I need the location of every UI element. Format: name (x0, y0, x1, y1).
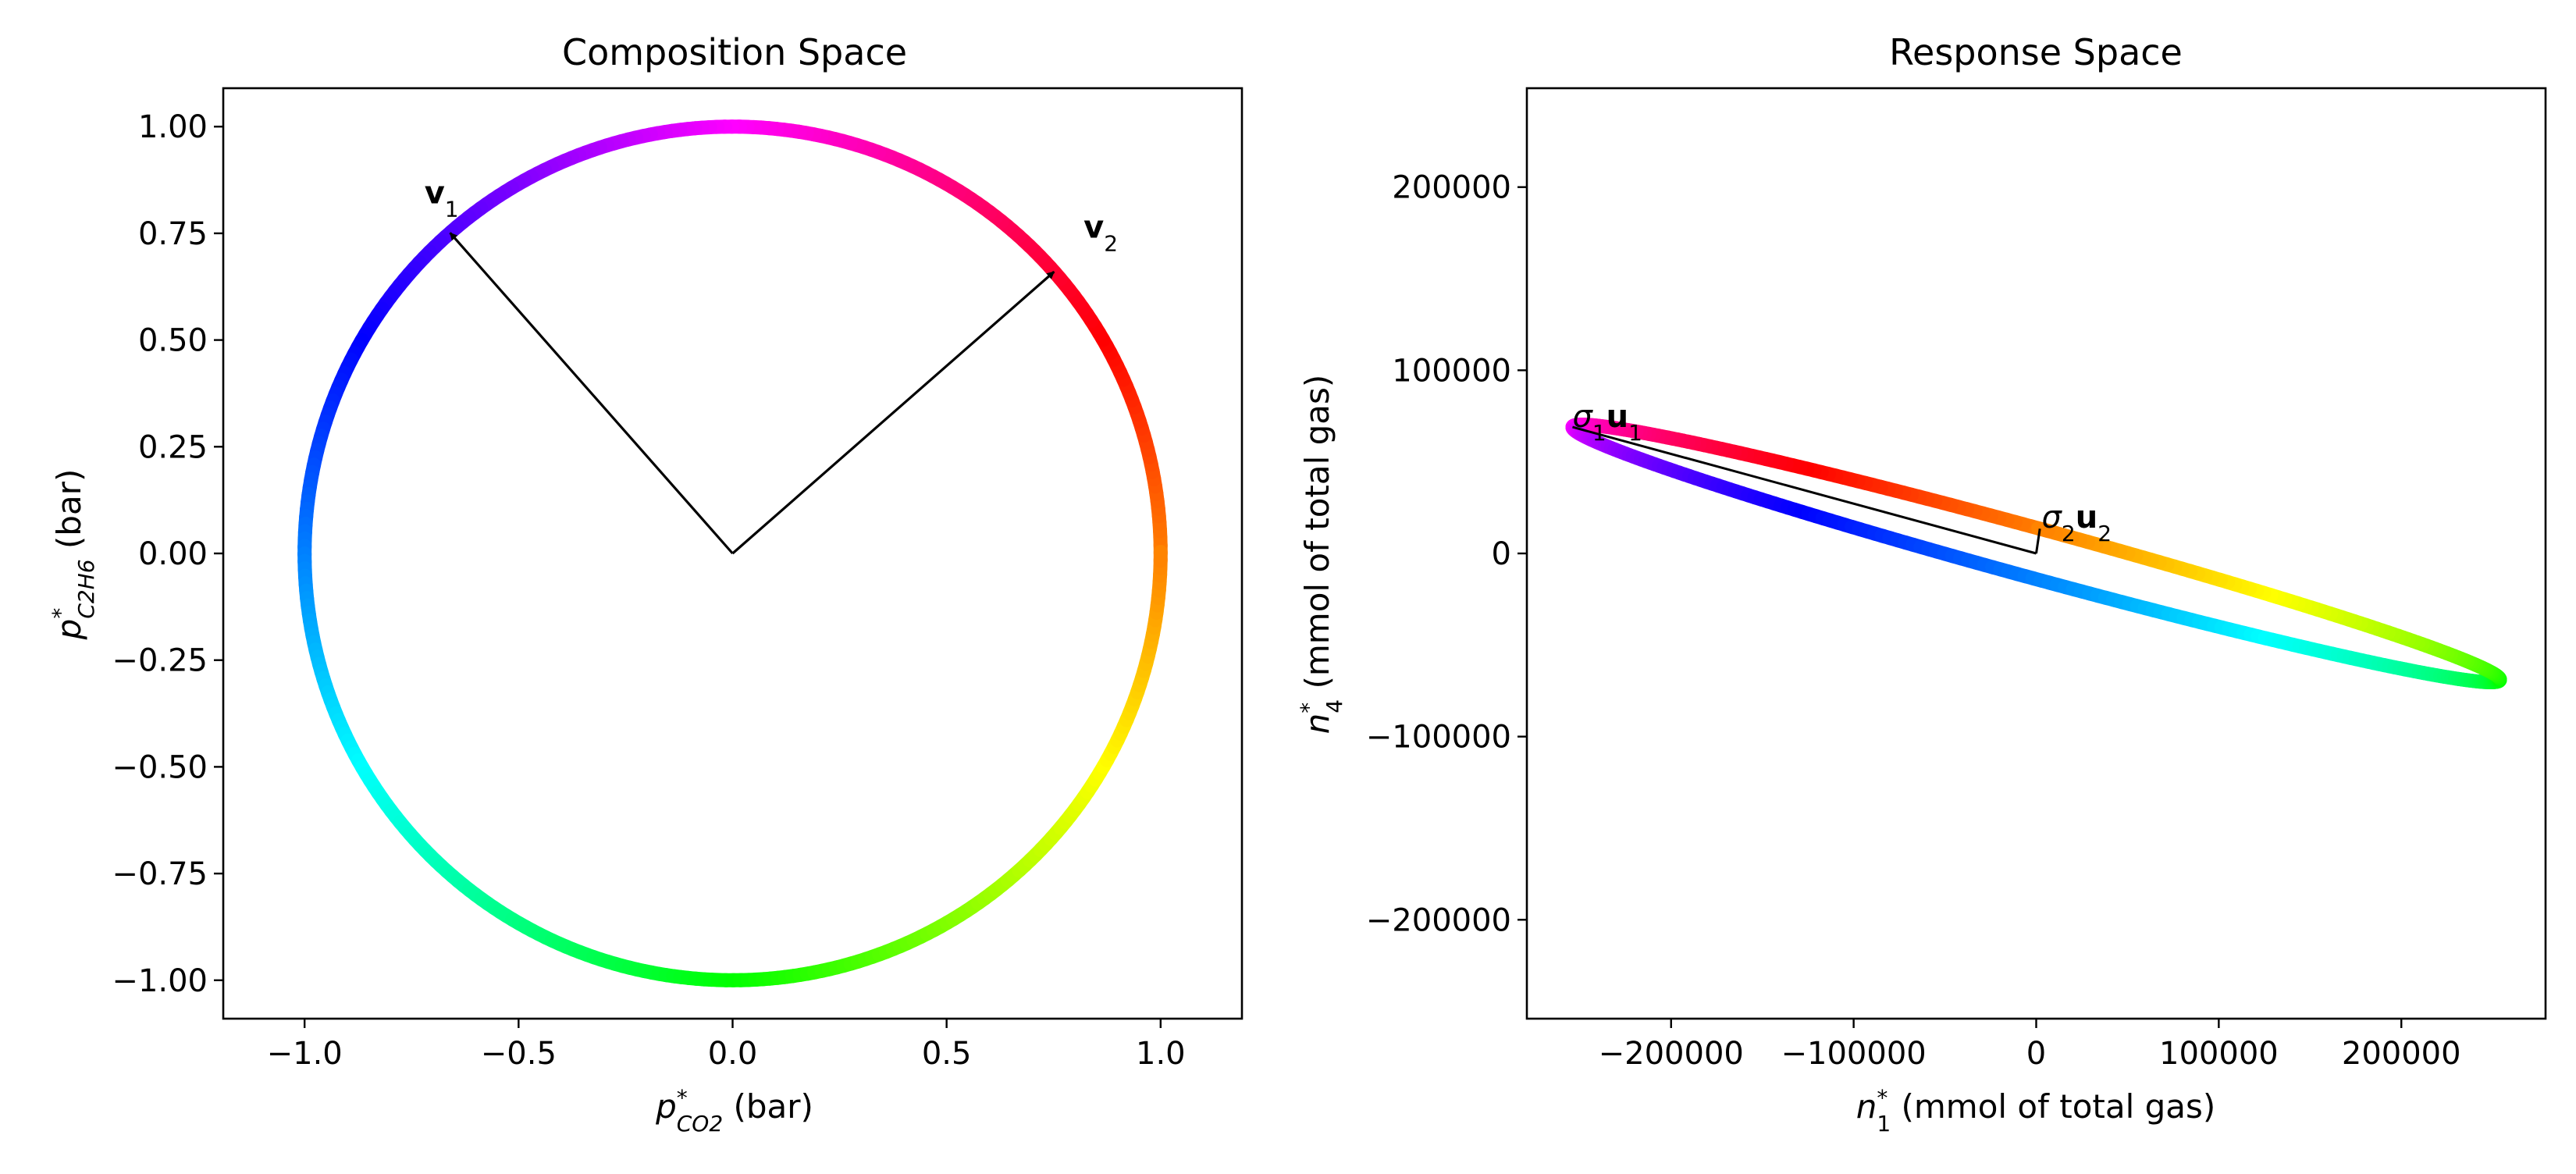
y-tick-label: 0 (1492, 536, 1511, 572)
y-tick-label: 0.50 (138, 323, 208, 359)
y-axis-label-sup: * (1296, 703, 1322, 713)
x-axis-label: n*1 (mmol of total gas) (1856, 1085, 2216, 1137)
y-tick-label: 100000 (1392, 353, 1511, 389)
vector-label-2: v2 (1083, 209, 1118, 256)
y-tick-label: 0.25 (138, 429, 208, 465)
y-tick-label: −100000 (1366, 720, 1511, 756)
x-tick-label: 100000 (2159, 1036, 2279, 1072)
x-tick-label: 0.5 (922, 1036, 972, 1072)
vector-1 (1572, 427, 2036, 553)
x-axis-label-unit: (mmol of total gas) (1891, 1087, 2215, 1126)
y-tick-label: 0.00 (138, 536, 208, 572)
vector-2 (733, 272, 1055, 553)
vectors (1572, 427, 2040, 553)
y-axis-label-var: n (1298, 713, 1336, 735)
x-axis-ticks: −1.0 −0.5 0.0 0.5 1.0 (267, 1019, 1186, 1072)
y-axis-label: n*4 (mmol of total gas) (1296, 375, 1347, 735)
y-axis-label-sub: 4 (1322, 699, 1347, 713)
vector-labels: v1 v2 (425, 176, 1118, 256)
x-tick-label: 0 (2026, 1036, 2046, 1072)
y-axis-label-sub: C2H6 (73, 559, 99, 618)
y-tick-label: −200000 (1366, 902, 1511, 938)
y-axis-label-sup: * (48, 608, 73, 619)
x-axis-label-unit: (bar) (723, 1087, 813, 1126)
y-axis-label-unit: (mmol of total gas) (1298, 375, 1336, 699)
x-axis-label-sub: CO2 (677, 1111, 723, 1137)
vectors (450, 233, 1055, 553)
vector-1 (450, 233, 733, 553)
x-tick-label: 1.0 (1136, 1036, 1186, 1072)
x-axis-label: p*CO2 (bar) (655, 1085, 813, 1137)
y-axis-ticks: 200000 100000 0 −100000 −200000 (1366, 170, 1527, 939)
x-axis-label-sub: 1 (1877, 1111, 1891, 1137)
x-axis-label-sup: * (1877, 1085, 1888, 1111)
composition-space-panel: Composition Space v1 v2 −1.0 −0.5 0.0 0.5 1.0… (48, 31, 1243, 1137)
y-tick-label: −0.75 (112, 856, 208, 892)
y-tick-label: 200000 (1392, 170, 1511, 206)
x-axis-ticks: −200000 −100000 0 100000 200000 (1599, 1019, 2461, 1072)
x-axis-label-sup: * (677, 1085, 688, 1111)
y-tick-label: −0.50 (112, 749, 208, 785)
y-tick-label: −0.25 (112, 643, 208, 679)
x-tick-label: −200000 (1599, 1036, 1744, 1072)
x-tick-label: 200000 (2342, 1036, 2461, 1072)
y-tick-label: 0.75 (138, 216, 208, 252)
y-axis-label-unit: (bar) (50, 469, 88, 560)
x-tick-label: −1.0 (267, 1036, 343, 1072)
x-tick-label: −100000 (1781, 1036, 1927, 1072)
y-axis-label-var: p (50, 619, 88, 641)
x-tick-label: 0.0 (708, 1036, 758, 1072)
chart-title: Composition Space (562, 31, 907, 73)
y-axis-label: p*C2H6 (bar) (48, 469, 99, 641)
y-tick-label: −1.00 (112, 963, 208, 999)
x-axis-label-var: n (1856, 1087, 1877, 1126)
x-axis-label-var: p (655, 1087, 677, 1126)
y-axis-ticks: 1.00 0.75 0.50 0.25 0.00 −0.25 −0.50 −0.75 −1.00 (112, 109, 223, 999)
y-tick-label: 1.00 (138, 109, 208, 145)
x-tick-label: −0.5 (481, 1036, 557, 1072)
chart-title: Response Space (1889, 31, 2183, 73)
vector-label-1: v1 (425, 176, 459, 222)
